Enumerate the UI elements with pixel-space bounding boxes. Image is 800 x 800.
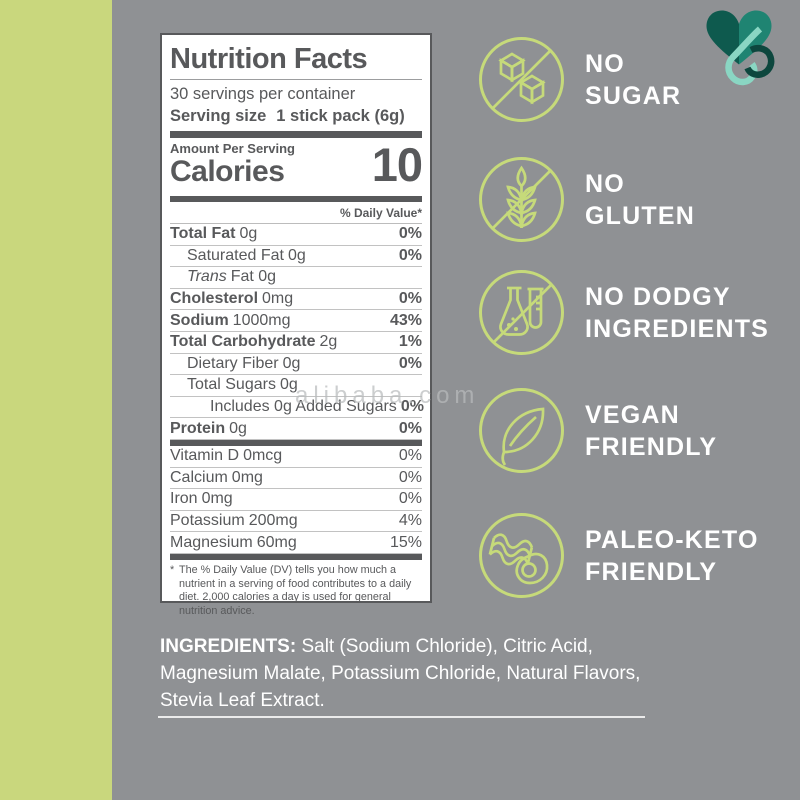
thick-divider bbox=[170, 553, 422, 560]
servings-per-container: 30 servings per container bbox=[170, 85, 356, 103]
vegan-friendly-icon bbox=[479, 388, 564, 473]
calories-label: Calories bbox=[170, 155, 285, 188]
badge-no-gluten: NO GLUTEN bbox=[477, 155, 769, 244]
ingredients-label: INGREDIENTS: bbox=[160, 636, 297, 657]
ingredients-line1: Salt (Sodium Chloride), Citric Acid, bbox=[296, 636, 593, 657]
nutrient-row: Vitamin D 0mcg 0% bbox=[170, 446, 422, 468]
amount-per-serving: Amount Per Serving bbox=[170, 141, 295, 156]
nutrient-row: Trans Fat 0g bbox=[170, 267, 422, 289]
heart-with-hooks-logo bbox=[706, 10, 775, 86]
feature-badges: NO SUGAR NO bbox=[477, 35, 769, 600]
nutrient-row: Calcium 0mg 0% bbox=[170, 468, 422, 490]
thick-divider bbox=[170, 196, 422, 202]
badge-label: NO DODGY INGREDIENTS bbox=[585, 282, 770, 343]
badge-label: VEGAN FRIENDLY bbox=[585, 400, 718, 461]
heart-icon bbox=[706, 10, 739, 65]
badge-label: NO SUGAR bbox=[585, 49, 682, 110]
thick-divider bbox=[170, 439, 422, 446]
serving-size-row: Serving size 1 stick pack (6g) bbox=[170, 105, 422, 127]
badge-vegan-friendly: VEGAN FRIENDLY bbox=[477, 386, 769, 475]
badge-no-sugar: NO SUGAR bbox=[477, 35, 769, 124]
label-title: Nutrition Facts bbox=[170, 43, 368, 75]
nutrient-row: Cholesterol 0mg 0% bbox=[170, 289, 422, 311]
nutrition-facts-label: Nutrition Facts 30 servings per containe… bbox=[160, 33, 432, 617]
nutrient-row: Potassium 200mg 4% bbox=[170, 511, 422, 533]
nutrient-row: Iron 0mg 0% bbox=[170, 489, 422, 511]
nutrient-row: Total Fat 0g 0% bbox=[170, 224, 422, 246]
badge-label: PALEO-KETO FRIENDLY bbox=[585, 525, 759, 586]
nutrient-row: Saturated Fat 0g 0% bbox=[170, 246, 422, 268]
daily-value-header: % Daily Value* bbox=[170, 202, 422, 224]
no-gluten-icon bbox=[479, 157, 564, 242]
nutrient-row: Sodium 1000mg 43% bbox=[170, 310, 422, 332]
badge-paleo-keto-friendly: PALEO-KETO FRIENDLY bbox=[477, 511, 769, 600]
divider bbox=[170, 79, 422, 80]
ingredients-line3: Stevia Leaf Extract. bbox=[160, 690, 325, 711]
bottom-divider bbox=[158, 716, 645, 718]
nutrient-row: Includes 0g Added Sugars 0% bbox=[170, 397, 424, 419]
nutrient-row: Dietary Fiber 0g 0% bbox=[170, 354, 422, 376]
nutrient-row: Protein 0g 0% bbox=[170, 418, 422, 440]
left-stripe bbox=[0, 0, 112, 800]
calories-value: 10 bbox=[371, 138, 423, 191]
no-dodgy-ingredients-icon bbox=[479, 270, 564, 355]
paleo-keto-friendly-icon bbox=[479, 513, 564, 598]
calories-section: Amount Per Serving Calories 10 bbox=[170, 138, 423, 196]
nutrient-row: Total Sugars 0g bbox=[170, 375, 422, 397]
ingredients-list: INGREDIENTS: Salt (Sodium Chloride), Cit… bbox=[160, 633, 700, 714]
serving-size-value: 1 stick pack (6g) bbox=[276, 107, 405, 125]
badge-no-dodgy-ingredients: NO DODGY INGREDIENTS bbox=[477, 268, 769, 357]
nutrient-row: Total Carbohydrate 2g 1% bbox=[170, 332, 422, 354]
nutrient-row: Magnesium 60mg 15% bbox=[170, 532, 422, 554]
badge-label: NO GLUTEN bbox=[585, 169, 695, 230]
serving-size-label: Serving size bbox=[170, 107, 267, 125]
ingredients-line2: Magnesium Malate, Potassium Chloride, Na… bbox=[160, 663, 641, 684]
thick-divider bbox=[170, 131, 422, 138]
hook-icon bbox=[744, 45, 775, 78]
no-sugar-icon bbox=[479, 37, 564, 122]
daily-value-footnote: * The % Daily Value (DV) tells you how m… bbox=[170, 563, 412, 617]
